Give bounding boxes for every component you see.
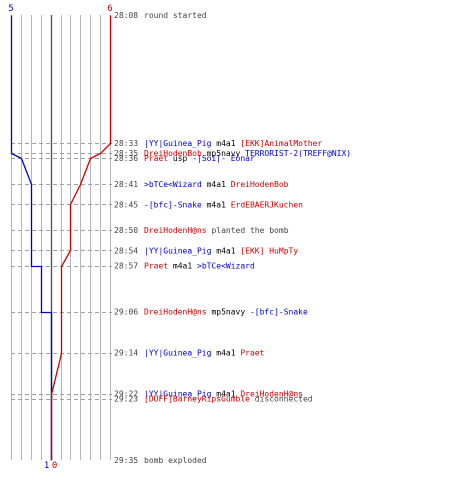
event-text-part: |YY|Guinea_Pig (144, 139, 212, 148)
event-text: DreiHodenH@ns planted the bomb (144, 226, 289, 235)
event-text-part: TERRORIST-2(TREFF@NIX) (245, 149, 351, 158)
event-text: round started (144, 11, 207, 20)
series-line-1 (10, 15, 53, 461)
event-text-part: DreiHodenBob (144, 149, 202, 158)
event-time: 28:33 (114, 139, 138, 148)
event-time: 28:35 (114, 149, 138, 158)
event-text-part: |YY|Guinea_Pig (144, 390, 212, 399)
event-text-part: ErdEBAERJKuchen (231, 200, 303, 209)
event-time: 28:36 (114, 154, 138, 163)
event-text: DreiHodenBob mp5navy TERRORIST-2(TREFF@N… (144, 149, 351, 158)
event-text: -[bfc]-Snake m4a1 ErdEBAERJKuchen (144, 200, 303, 209)
event-text-part: m4a1 (168, 262, 197, 271)
event-text-part: -|SoI|- Eonar (192, 154, 255, 163)
event-time: 29:06 (114, 308, 138, 317)
event-text-part: [DUFF]BarneyRipsGumble (144, 395, 250, 404)
event-text: |YY|Guinea_Pig m4a1 [EKK]AnimalMother (144, 139, 322, 148)
event-time: 29:35 (114, 456, 138, 465)
event-time: 28:41 (114, 180, 138, 189)
series-end-label: 0 (52, 461, 57, 471)
event-time: 28:08 (114, 11, 138, 20)
event-time: 29:14 (114, 349, 138, 358)
event-text: Praet m4a1 >bTCe<Wizard (144, 262, 255, 271)
event-text-part: DreiHodenH@ns (144, 226, 207, 235)
event-text: [DUFF]BarneyRipsGumble disconnected (144, 395, 313, 404)
event-text-part: |YY|Guinea_Pig (144, 246, 212, 255)
event-text-part: |YY|Guinea_Pig (144, 349, 212, 358)
series-end-label: 1 (44, 461, 49, 471)
event-text: >bTCe<Wizard m4a1 DreiHodenBob (144, 180, 289, 189)
event-time: 28:57 (114, 262, 138, 271)
event-text-part: m4a1 (211, 349, 240, 358)
event-text-part: >bTCe<Wizard (144, 180, 202, 189)
series-start-label: 5 (8, 4, 13, 14)
event-text-part: >bTCe<Wizard (197, 262, 255, 271)
event-time: 29:23 (114, 395, 138, 404)
event-text: DreiHodenH@ns mp5navy -[bfc]-Snake (144, 308, 308, 317)
event-text-part: DreiHodenH@ns (144, 308, 207, 317)
event-text-part: Praet (240, 349, 264, 358)
event-text-part: m4a1 (211, 390, 240, 399)
event-text-part: bomb exploded (144, 456, 207, 465)
event-text-part: m4a1 (202, 180, 231, 189)
event-text-part: [EKK] HuMpTy (240, 246, 298, 255)
event-text-part: DreiHodenH@ns (240, 390, 303, 399)
event-time: 28:54 (114, 246, 138, 255)
event-text-part: mp5navy (202, 149, 245, 158)
event-text-part: m4a1 (211, 246, 240, 255)
event-text: |YY|Guinea_Pig m4a1 [EKK] HuMpTy (144, 246, 298, 255)
event-text-part: [EKK]AnimalMother (240, 139, 322, 148)
event-text-part: Praet (144, 262, 168, 271)
event-text-part: mp5navy (207, 308, 250, 317)
event-time: 29:22 (114, 390, 138, 399)
event-text: Praet usp -|SoI|- Eonar (144, 154, 255, 163)
series-line-2 (50, 15, 112, 461)
event-text-part: DreiHodenBob (231, 180, 289, 189)
event-text-part: -[bfc]-Snake (144, 200, 202, 209)
event-time: 28:50 (114, 226, 138, 235)
event-text-part: m4a1 (211, 139, 240, 148)
event-text-part: round started (144, 11, 207, 20)
event-text-part: usp (168, 154, 192, 163)
event-text: bomb exploded (144, 456, 207, 465)
event-text-part: Praet (144, 154, 168, 163)
event-text-part: disconnected (250, 395, 313, 404)
event-text-part: m4a1 (202, 200, 231, 209)
series-start-label: 6 (107, 4, 112, 14)
event-text-part: planted the bomb (207, 226, 289, 235)
event-text: |YY|Guinea_Pig m4a1 Praet (144, 349, 265, 358)
event-text-part: -[bfc]-Snake (250, 308, 308, 317)
event-text: |YY|Guinea_Pig m4a1 DreiHodenH@ns (144, 390, 303, 399)
event-time: 28:45 (114, 200, 138, 209)
